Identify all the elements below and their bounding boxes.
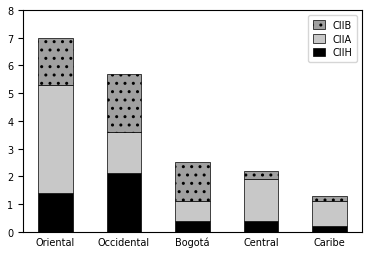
Bar xyxy=(175,221,210,232)
Bar xyxy=(38,85,73,193)
Bar xyxy=(175,163,210,201)
Bar xyxy=(38,193,73,232)
Bar xyxy=(107,74,141,132)
Bar xyxy=(244,171,278,179)
Bar xyxy=(175,201,210,221)
Legend: CIIB, CIIA, CIIH: CIIB, CIIA, CIIH xyxy=(308,16,357,63)
Bar xyxy=(107,132,141,174)
Bar xyxy=(313,196,346,201)
Bar xyxy=(313,201,346,226)
Bar xyxy=(107,174,141,232)
Bar xyxy=(313,226,346,232)
Bar xyxy=(244,179,278,221)
Bar xyxy=(38,39,73,85)
Bar xyxy=(244,221,278,232)
